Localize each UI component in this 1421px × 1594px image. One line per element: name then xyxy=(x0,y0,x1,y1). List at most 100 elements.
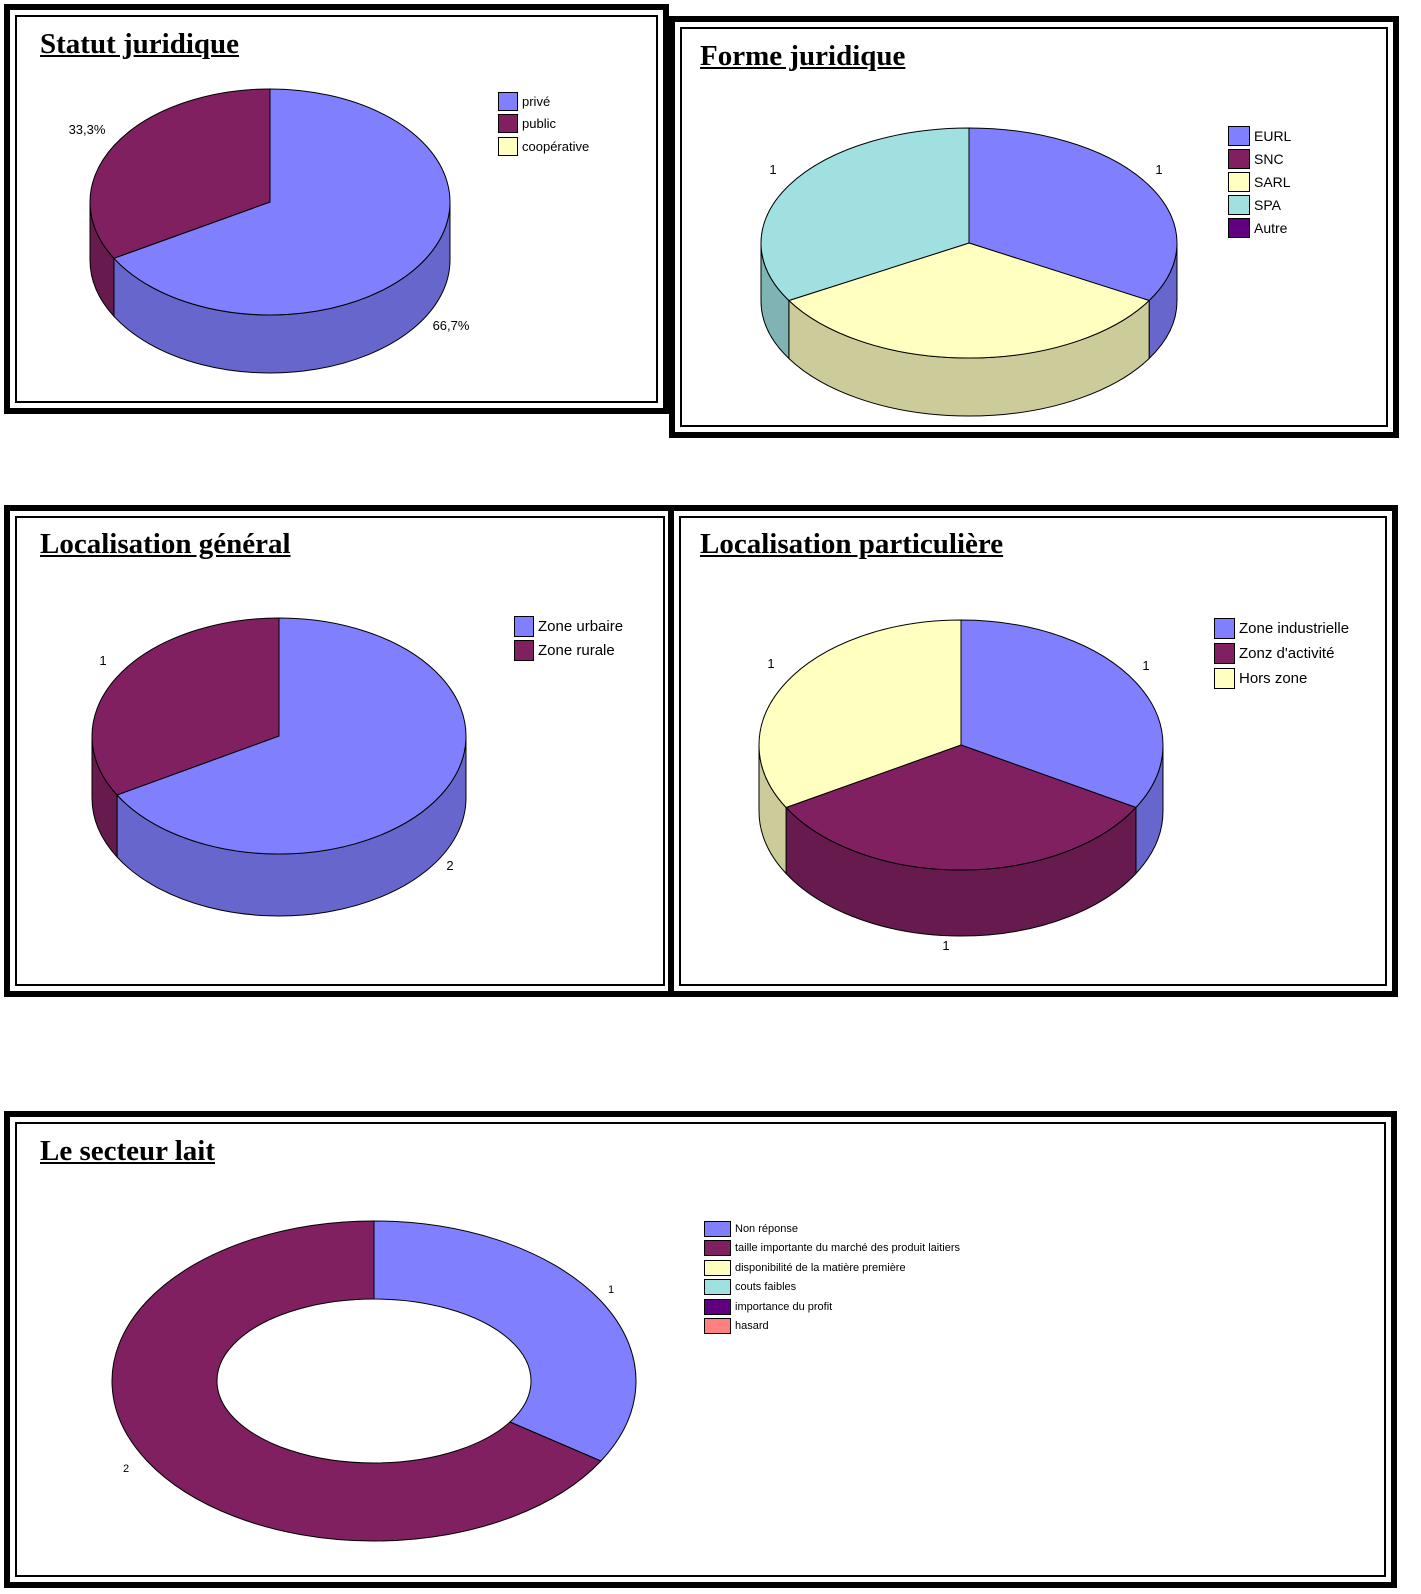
legend-swatch xyxy=(1214,668,1235,689)
panel-inner-border xyxy=(679,516,1387,986)
legend-item-eurl: EURL xyxy=(1228,124,1291,147)
legend-label: Hors zone xyxy=(1239,670,1308,687)
legend-item-zonz-d-activite: Zonz d'activité xyxy=(1214,641,1349,666)
legend-swatch xyxy=(1228,217,1250,238)
chart-legend: Zone urbaire Zone rurale xyxy=(514,615,623,662)
legend-item-zone-rurale: Zone rurale xyxy=(514,639,623,663)
legend-swatch xyxy=(1228,148,1250,169)
legend-label: Zone industrielle xyxy=(1239,620,1350,637)
legend-swatch xyxy=(704,1318,731,1335)
legend-swatch xyxy=(704,1279,731,1296)
legend-label: hasard xyxy=(735,1320,769,1333)
legend-label: Zone rurale xyxy=(538,641,615,659)
legend-label: EURL xyxy=(1254,127,1292,144)
pie-slice-zone-rurale xyxy=(91,617,280,796)
legend-swatch xyxy=(514,639,534,661)
legend-item-prive: privé xyxy=(498,90,589,113)
legend-item-cooperative: coopérative xyxy=(498,135,589,158)
donut-slice-non-reponse xyxy=(373,1220,637,1462)
chart-title: Localisation général xyxy=(40,528,291,560)
legend-label: importance du profit xyxy=(735,1300,833,1313)
panel-inner-border xyxy=(15,1122,1386,1577)
chart-legend: Non réponse taille importante du marché d… xyxy=(704,1219,960,1336)
legend-item-non-reponse: Non réponse xyxy=(704,1219,960,1239)
legend-swatch xyxy=(1214,643,1235,664)
legend-item-spa: SPA xyxy=(1228,193,1291,216)
legend-swatch xyxy=(1214,618,1235,639)
legend-swatch xyxy=(704,1298,731,1315)
legend-label: Autre xyxy=(1254,219,1288,236)
pie-slice-zone-urbaire xyxy=(116,617,467,855)
legend-item-taille-importante-du-marche-des-produit-laitiers: taille importante du marché des produit … xyxy=(704,1239,960,1259)
legend-item-disponibilite-de-la-matiere-premiere: disponibilité de la matière première xyxy=(704,1258,960,1278)
chart-legend: EURL SNC SARL SPA Autre xyxy=(1228,124,1291,239)
pie-slice-spa xyxy=(760,127,970,302)
legend-swatch xyxy=(704,1240,731,1257)
legend-label: Zonz d'activité xyxy=(1239,645,1335,662)
chart-legend: Zone industrielle Zonz d'activité Hors zon… xyxy=(1214,616,1349,691)
legend-label: Zone urbaire xyxy=(538,618,624,636)
legend-label: coopérative xyxy=(522,138,590,154)
legend-label: privé xyxy=(522,93,551,109)
chart-legend: privé public coopérative xyxy=(498,90,589,158)
pie-slice-hors-zone xyxy=(758,619,962,809)
legend-item-hors-zone: Hors zone xyxy=(1214,666,1349,691)
legend-swatch xyxy=(704,1259,731,1276)
chart-title: Statut juridique xyxy=(40,28,240,60)
pie-slice-public xyxy=(89,88,271,259)
chart-lait-svg: 12 xyxy=(111,1220,637,1542)
chart-panel-statut: Statut juridique 66,7% 33,3% privé public c… xyxy=(4,4,669,414)
legend-label: SARL xyxy=(1254,173,1291,190)
legend-label: Non réponse xyxy=(735,1222,798,1235)
legend-item-couts-faibles: couts faibles xyxy=(704,1278,960,1298)
legend-label: disponibilité de la matière première xyxy=(735,1261,906,1274)
panel-inner-border xyxy=(680,27,1388,427)
legend-swatch xyxy=(1228,125,1250,146)
legend-swatch xyxy=(704,1220,731,1237)
legend-swatch xyxy=(498,136,518,156)
donut-slice-taille-importante-du-marche-des-produit-laitiers xyxy=(111,1220,602,1542)
data-label-prive: 66,7% xyxy=(433,318,470,333)
chart-title: Localisation particulière xyxy=(700,528,1004,560)
data-label-public: 33,3% xyxy=(69,122,106,137)
legend-label: public xyxy=(522,116,556,132)
legend-label: taille importante du marché des produit … xyxy=(735,1242,961,1255)
chart-title: Forme juridique xyxy=(700,40,906,72)
legend-label: SPA xyxy=(1254,196,1281,213)
data-label-spa: 1 xyxy=(769,162,776,177)
data-label-zone-industrielle: 1 xyxy=(1142,658,1149,673)
legend-swatch xyxy=(1228,194,1250,215)
pie-slice-eurl xyxy=(968,127,1178,302)
chart-panel-locpart: Localisation particulière 1 1 1 Zone indus… xyxy=(668,505,1398,997)
legend-item-zone-urbaire: Zone urbaire xyxy=(514,615,623,639)
legend-item-importance-du-profit: importance du profit xyxy=(704,1297,960,1317)
pie-slice-zone-industrielle xyxy=(960,619,1164,809)
legend-label: SNC xyxy=(1254,150,1284,167)
panel-inner-border xyxy=(15,15,658,403)
chart-locpart-svg: 1 1 1 xyxy=(758,619,1164,953)
chart-statut-svg: 66,7% 33,3% xyxy=(69,88,470,374)
chart-title: Le secteur lait xyxy=(40,1135,216,1167)
data-label-zonz-d-activite: 1 xyxy=(942,938,949,953)
chart-locgen-svg: 21 xyxy=(91,617,467,917)
legend-swatch xyxy=(498,114,518,134)
data-label-non-reponse: 1 xyxy=(608,1284,614,1296)
chart-forme-svg: 11 xyxy=(760,127,1178,417)
legend-item-zone-industrielle: Zone industrielle xyxy=(1214,616,1349,641)
legend-item-public: public xyxy=(498,113,589,136)
panel-inner-border xyxy=(15,516,665,986)
data-label-taille-importante-du-marche-des-produit-laitiers: 2 xyxy=(123,1463,129,1475)
legend-item-hasard: hasard xyxy=(704,1317,960,1337)
legend-item-sarl: SARL xyxy=(1228,170,1291,193)
legend-label: couts faibles xyxy=(735,1281,797,1294)
data-label-zone-rurale: 1 xyxy=(99,653,106,668)
legend-swatch xyxy=(1228,171,1250,192)
legend-swatch xyxy=(514,616,534,638)
pie-slice-prive xyxy=(113,88,451,316)
data-label-eurl: 1 xyxy=(1155,162,1162,177)
pie-slice-sarl xyxy=(787,242,1151,359)
data-label-zone-urbaire: 2 xyxy=(446,858,453,873)
legend-item-snc: SNC xyxy=(1228,147,1291,170)
